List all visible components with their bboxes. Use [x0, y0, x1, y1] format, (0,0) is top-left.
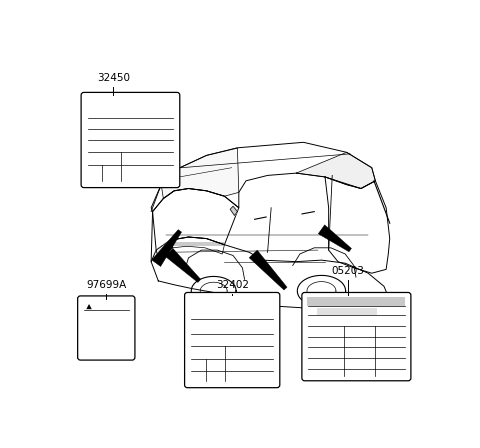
- Polygon shape: [151, 142, 375, 211]
- FancyBboxPatch shape: [78, 296, 135, 360]
- Polygon shape: [318, 225, 351, 252]
- Text: 97699A: 97699A: [86, 280, 126, 290]
- Polygon shape: [325, 177, 390, 273]
- Polygon shape: [296, 152, 375, 189]
- FancyBboxPatch shape: [307, 297, 406, 306]
- Polygon shape: [86, 304, 92, 309]
- FancyBboxPatch shape: [317, 308, 377, 315]
- Text: 05203: 05203: [331, 266, 364, 276]
- Polygon shape: [230, 206, 238, 215]
- FancyBboxPatch shape: [81, 92, 180, 188]
- Polygon shape: [156, 240, 173, 258]
- Polygon shape: [152, 230, 181, 267]
- Polygon shape: [249, 250, 287, 290]
- Polygon shape: [165, 248, 201, 282]
- Text: 32402: 32402: [216, 280, 249, 290]
- Polygon shape: [153, 189, 239, 250]
- Polygon shape: [161, 148, 239, 198]
- FancyBboxPatch shape: [185, 293, 280, 388]
- Text: 32450: 32450: [96, 73, 130, 83]
- FancyBboxPatch shape: [302, 293, 411, 381]
